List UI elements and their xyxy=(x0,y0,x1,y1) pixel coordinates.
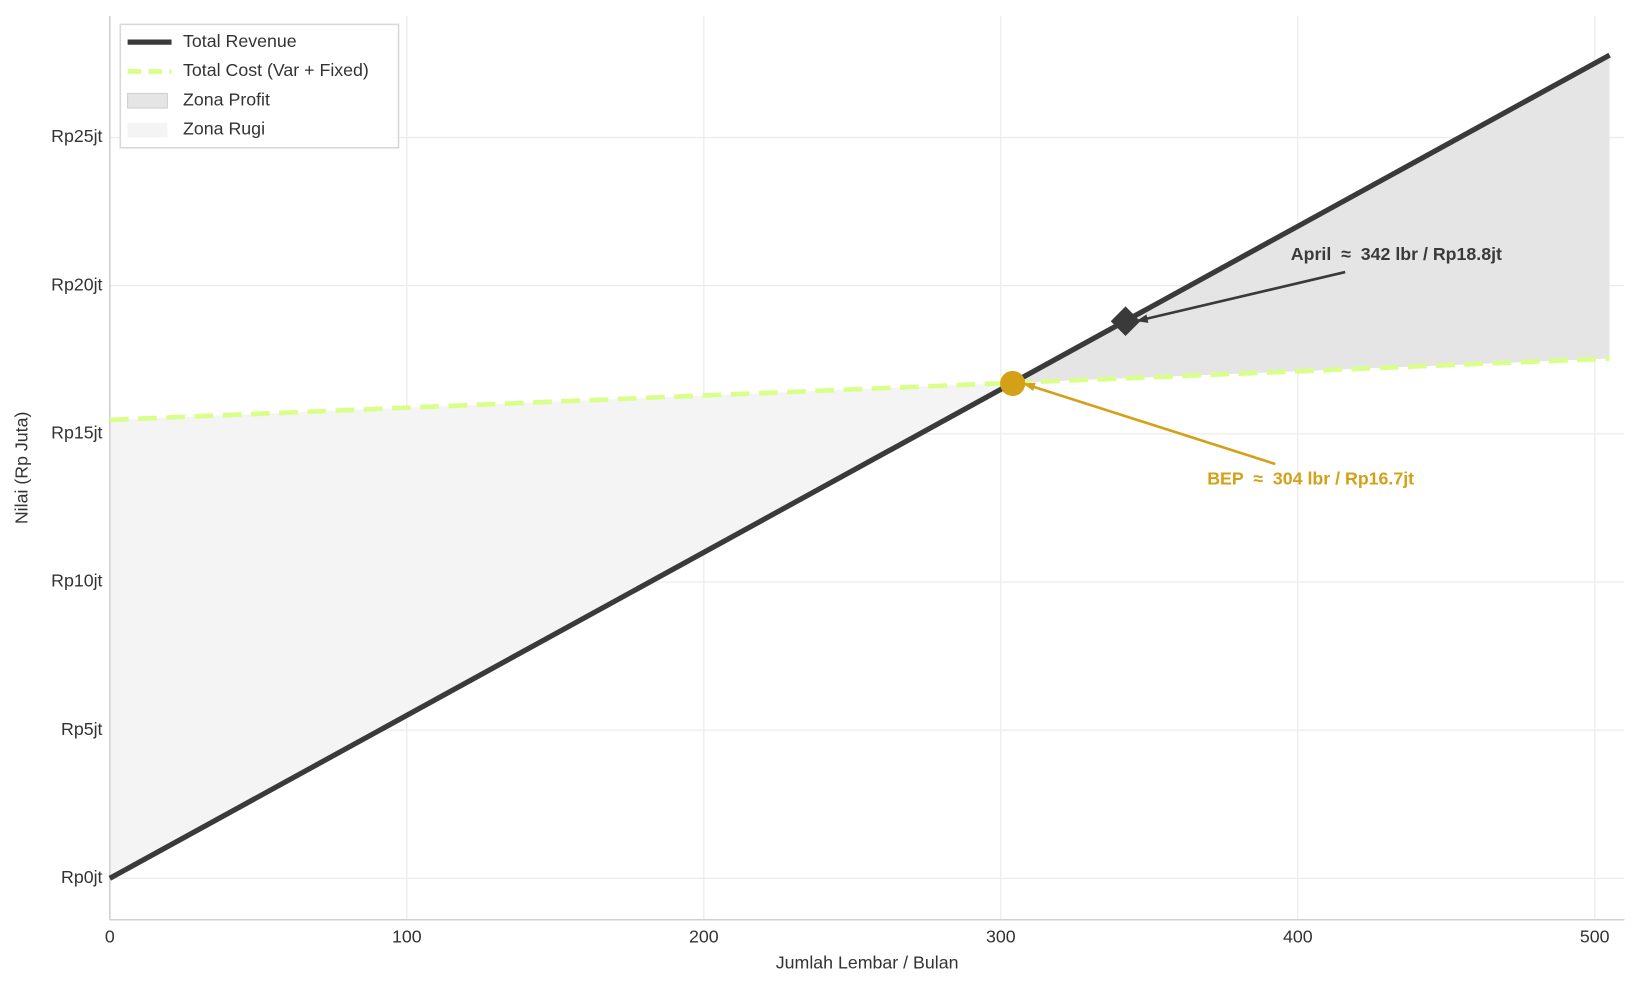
y-tick-label: Rp5jt xyxy=(61,719,103,739)
series-line xyxy=(109,356,1610,423)
x-axis-label: Jumlah Lembar / Bulan xyxy=(776,952,959,972)
legend-label: Zona Profit xyxy=(183,89,270,109)
annotation-arrow xyxy=(1135,270,1346,323)
april-marker xyxy=(1110,306,1141,337)
arrow-head xyxy=(1023,382,1036,392)
bep-marker xyxy=(1000,370,1026,396)
y-tick-label: Rp15jt xyxy=(51,423,102,443)
y-tick-label: Rp0jt xyxy=(61,867,103,887)
legend-label: Total Cost (Var + Fixed) xyxy=(183,60,369,80)
legend-label: Total Revenue xyxy=(183,31,297,51)
x-tick-label: 200 xyxy=(689,926,719,946)
x-tick-label: 400 xyxy=(1283,926,1313,946)
x-tick-label: 100 xyxy=(392,926,422,946)
x-tick-label: 500 xyxy=(1580,926,1610,946)
annotation-text: April ≈ 342 lbr / Rp18.8jt xyxy=(1291,244,1502,264)
x-tick-label: 300 xyxy=(986,926,1016,946)
y-tick-label: Rp20jt xyxy=(51,274,102,294)
y-tick-label: Rp10jt xyxy=(51,571,102,591)
y-tick-label: Rp25jt xyxy=(51,126,102,146)
legend-label: Zona Rugi xyxy=(183,119,265,139)
legend-swatch xyxy=(127,92,168,109)
legend-swatch xyxy=(127,122,168,138)
y-axis-label: Nilai (Rp Juta) xyxy=(12,412,32,525)
legend: Total Revenue Total Cost (Var + Fixed) Zon… xyxy=(119,23,400,149)
x-tick-label: 0 xyxy=(105,926,115,946)
annotation-arrow xyxy=(1022,382,1276,466)
annotation-text: BEP ≈ 304 lbr / Rp16.7jt xyxy=(1207,468,1414,488)
